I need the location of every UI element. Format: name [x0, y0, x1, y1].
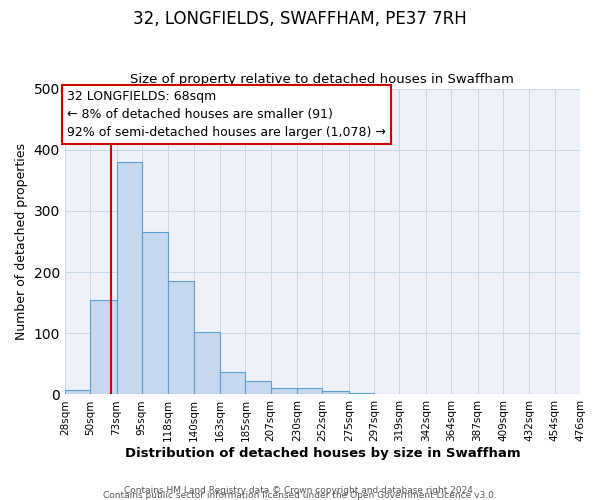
Bar: [349, 393, 374, 394]
Text: 32, LONGFIELDS, SWAFFHAM, PE37 7RH: 32, LONGFIELDS, SWAFFHAM, PE37 7RH: [133, 10, 467, 28]
Bar: [322, 392, 349, 394]
Bar: [271, 388, 297, 394]
Bar: [65, 390, 90, 394]
Bar: [194, 332, 220, 394]
X-axis label: Distribution of detached houses by size in Swaffham: Distribution of detached houses by size …: [125, 447, 520, 460]
Bar: [142, 232, 168, 394]
Text: 32 LONGFIELDS: 68sqm
← 8% of detached houses are smaller (91)
92% of semi-detach: 32 LONGFIELDS: 68sqm ← 8% of detached ho…: [67, 90, 386, 139]
Text: Contains public sector information licensed under the Open Government Licence v3: Contains public sector information licen…: [103, 491, 497, 500]
Y-axis label: Number of detached properties: Number of detached properties: [15, 143, 28, 340]
Bar: [220, 372, 245, 394]
Bar: [116, 162, 142, 394]
Bar: [245, 381, 271, 394]
Bar: [297, 388, 322, 394]
Bar: [90, 300, 116, 394]
Text: Contains HM Land Registry data © Crown copyright and database right 2024.: Contains HM Land Registry data © Crown c…: [124, 486, 476, 495]
Bar: [168, 282, 194, 395]
Title: Size of property relative to detached houses in Swaffham: Size of property relative to detached ho…: [130, 73, 514, 86]
